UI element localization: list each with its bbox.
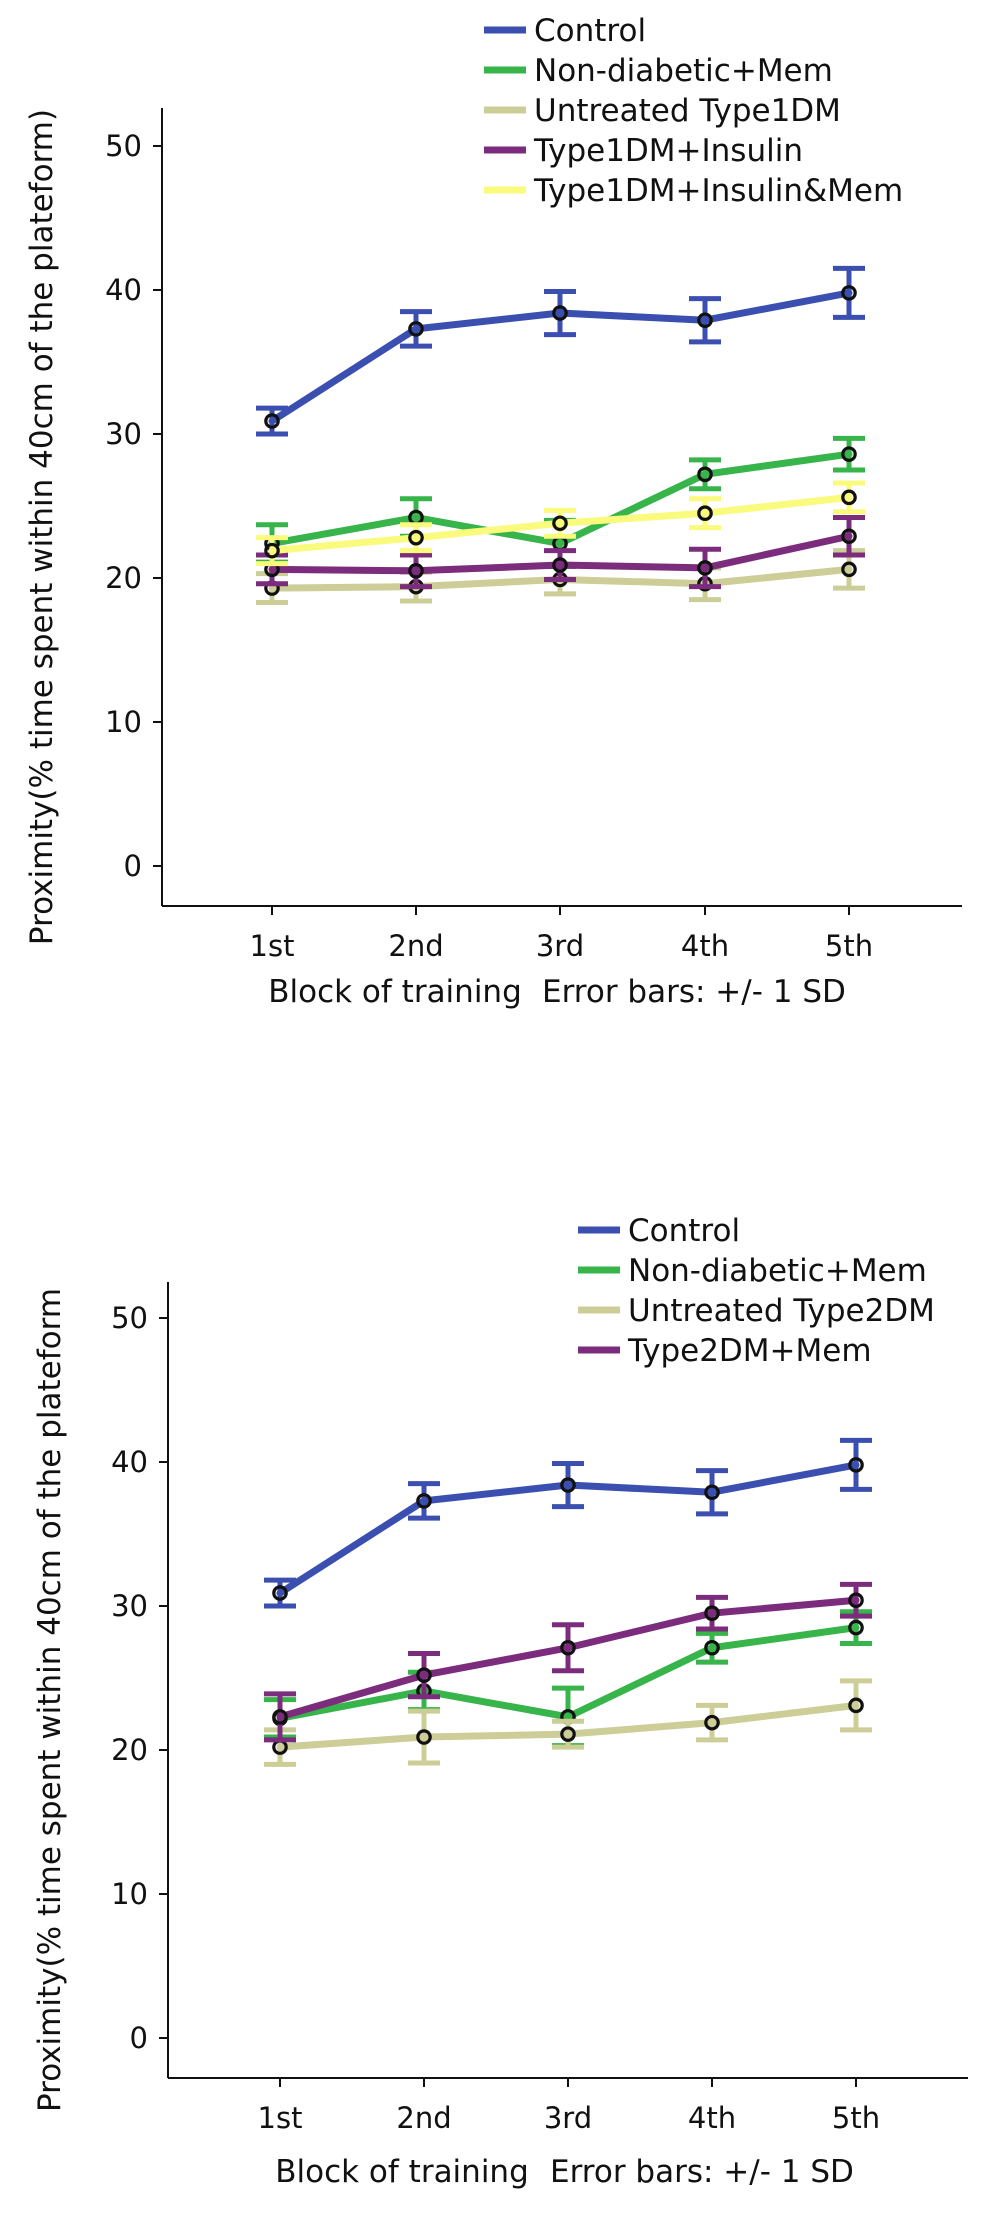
data-point [697, 505, 713, 521]
series-line [268, 450, 853, 547]
series-line [268, 532, 853, 575]
y-tick-label: 0 [130, 2021, 148, 2055]
x-tick-label: 1st [250, 929, 295, 963]
series-type2dm-mem [264, 1581, 872, 1743]
data-point [560, 1639, 576, 1656]
data-point [841, 446, 857, 462]
series-line [276, 1461, 860, 1597]
data-point [272, 1709, 288, 1725]
data-point [704, 1714, 720, 1731]
data-point [841, 285, 857, 301]
data-point [560, 1477, 576, 1493]
data-point [408, 562, 424, 579]
legend-label: Non-diabetic+Mem [534, 53, 833, 89]
data-point [264, 542, 280, 559]
y-tick-label: 20 [111, 1733, 148, 1767]
series-untreated-type2dm [264, 1678, 872, 1767]
data-point [704, 1484, 720, 1501]
data-point [704, 1605, 720, 1621]
x-axis-title: Block of training [268, 974, 522, 1010]
data-point [408, 529, 424, 546]
legend-label: Type1DM+Insulin&Mem [533, 173, 903, 209]
legend-label: Type2DM+Mem [627, 1333, 872, 1369]
series-line [276, 1624, 860, 1722]
y-tick-label: 40 [105, 273, 142, 307]
data-point [552, 557, 568, 573]
legend-label: Untreated Type2DM [628, 1293, 935, 1329]
x-tick-label: 1st [258, 2101, 303, 2135]
legend-label: Type1DM+Insulin [533, 133, 803, 169]
x-tick-label: 4th [688, 2101, 736, 2135]
chart-1: 0 10 20 30 40 50 1st 2nd 3rd 4th 5th Block of train… [24, 13, 962, 1010]
x-tick-label: 4th [681, 929, 729, 963]
x-tick-label: 5th [825, 929, 873, 963]
y-tick-label: 10 [111, 1877, 148, 1911]
x-tick-label: 3rd [544, 2101, 592, 2135]
series-line [268, 493, 853, 555]
series-type1dm-insulin-mem [256, 480, 865, 567]
series-line [276, 1596, 860, 1721]
y-tick-label: 20 [105, 561, 142, 595]
series-control [256, 265, 865, 437]
data-point [697, 466, 713, 483]
x-tick-label: 2nd [396, 2101, 451, 2135]
y-tick-label: 0 [124, 849, 142, 883]
y-tick-label: 50 [105, 129, 142, 163]
x-tick-label: 2nd [388, 929, 443, 963]
data-point [704, 1639, 720, 1656]
data-point [416, 1493, 432, 1509]
data-point [560, 1726, 576, 1742]
data-point [272, 1585, 288, 1601]
series-control [264, 1437, 872, 1609]
data-point [552, 515, 568, 532]
y-tick-label: 50 [111, 1301, 148, 1335]
data-point [848, 1619, 864, 1636]
data-point [416, 1667, 432, 1683]
y-axis-title: Proximity(% time spent within 40cm of th… [24, 109, 60, 945]
data-point [841, 528, 857, 545]
data-point [552, 305, 568, 321]
data-point [697, 560, 713, 576]
data-point [848, 1697, 864, 1714]
data-point [848, 1592, 864, 1609]
y-tick-label: 30 [111, 1589, 148, 1623]
x-tick-label: 5th [832, 2101, 880, 2135]
x-tick-label: 3rd [536, 929, 584, 963]
y-axis-title: Proximity(% time spent within 40cm of th… [32, 1288, 68, 2112]
data-point [408, 321, 424, 337]
legend-label: Control [534, 13, 646, 49]
series-type1dm-insulin [256, 515, 865, 590]
data-point [841, 489, 857, 506]
series-line [276, 1701, 860, 1751]
data-point [416, 1729, 432, 1745]
legend-label: Untreated Type1DM [534, 93, 841, 129]
data-point [841, 561, 857, 578]
y-tick-label: 10 [105, 705, 142, 739]
y-tick-label: 40 [111, 1445, 148, 1479]
legend-label: Control [628, 1213, 740, 1249]
data-point [264, 413, 280, 429]
legend-label: Non-diabetic+Mem [628, 1253, 927, 1289]
chart-2: 0 10 20 30 40 50 1st 2nd 3rd 4th 5th Block of train… [32, 1213, 968, 2190]
x-axis-title: Block of training [275, 2154, 529, 2190]
series-line [268, 289, 853, 425]
y-tick-label: 30 [105, 417, 142, 451]
error-bar-note: Error bars: +/- 1 SD [550, 2154, 854, 2190]
data-point [848, 1457, 864, 1473]
error-bar-note: Error bars: +/- 1 SD [542, 974, 846, 1010]
data-point [697, 312, 713, 329]
